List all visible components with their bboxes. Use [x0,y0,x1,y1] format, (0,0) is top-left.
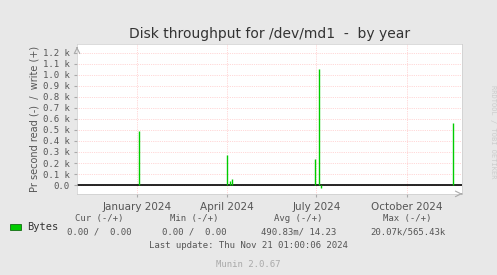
Text: 490.83m/ 14.23: 490.83m/ 14.23 [260,227,336,236]
Text: Max (-/+): Max (-/+) [383,214,432,223]
Text: Avg (-/+): Avg (-/+) [274,214,323,223]
Text: Bytes: Bytes [27,222,58,232]
Text: RRDTOOL / TOBI OETIKER: RRDTOOL / TOBI OETIKER [490,85,496,179]
Text: 0.00 /  0.00: 0.00 / 0.00 [67,227,132,236]
Title: Disk throughput for /dev/md1  -  by year: Disk throughput for /dev/md1 - by year [129,28,410,42]
Text: Last update: Thu Nov 21 01:00:06 2024: Last update: Thu Nov 21 01:00:06 2024 [149,241,348,249]
Text: Munin 2.0.67: Munin 2.0.67 [216,260,281,269]
Y-axis label: Pr second read (-)  /  write (+): Pr second read (-) / write (+) [30,46,40,192]
Text: 20.07k/565.43k: 20.07k/565.43k [370,227,445,236]
Text: Cur (-/+): Cur (-/+) [75,214,124,223]
Text: Min (-/+): Min (-/+) [169,214,218,223]
Text: 0.00 /  0.00: 0.00 / 0.00 [162,227,226,236]
